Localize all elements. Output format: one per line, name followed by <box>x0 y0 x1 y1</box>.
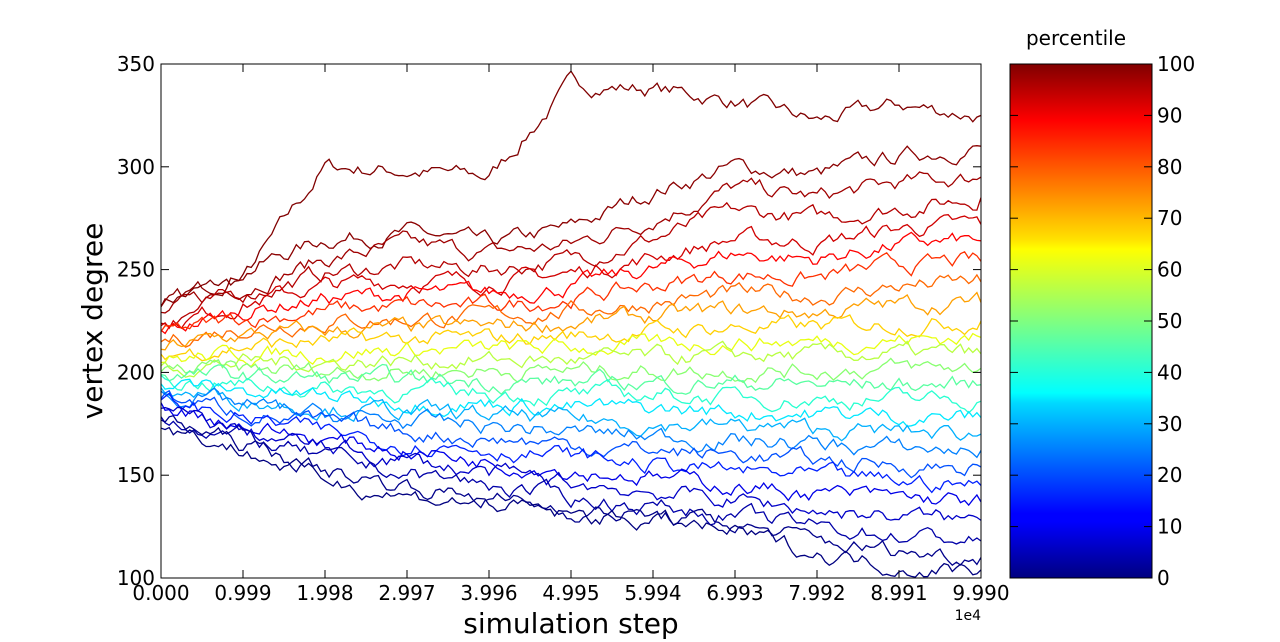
colorbar-tick-label: 40 <box>1157 360 1182 384</box>
series-layer <box>161 70 981 578</box>
series-line-p70 <box>161 314 981 362</box>
y-tick-label: 250 <box>117 258 155 282</box>
y-tick-label: 200 <box>117 360 155 384</box>
colorbar-axis: 0 10 20 30 40 50 60 70 80 90 100 <box>1010 52 1195 590</box>
x-tick-label: 4.995 <box>542 581 599 605</box>
colorbar-tick-label: 20 <box>1157 463 1182 487</box>
series-line-p75 <box>161 291 981 351</box>
y-axis: 100 150 200 250 300 350 <box>117 52 981 590</box>
series-line-p99 <box>161 145 981 308</box>
plot-area <box>161 64 981 578</box>
x-tick-label: 6.993 <box>706 581 763 605</box>
series-line-p92 <box>161 214 981 330</box>
x-tick-label: 5.994 <box>624 581 681 605</box>
colorbar-tick-label: 80 <box>1157 155 1182 179</box>
series-line-p60 <box>161 340 981 378</box>
series-line-p35 <box>161 386 981 442</box>
x-axis: 0.000 0.999 1.998 2.997 3.996 4.995 5.994 6.993… <box>132 64 1010 605</box>
colorbar-tick-label: 30 <box>1157 412 1182 436</box>
x-tick-label: 8.991 <box>870 581 927 605</box>
x-tick-label: 3.996 <box>460 581 517 605</box>
x-axis-label: simulation step <box>463 607 678 640</box>
series-line-p65 <box>161 332 981 368</box>
series-line-p15 <box>161 402 981 507</box>
series-line-p45 <box>161 374 981 414</box>
x-tick-label: 0.000 <box>132 581 189 605</box>
y-tick-label: 300 <box>117 155 155 179</box>
series-line-p25 <box>161 389 981 479</box>
colorbar-tick-label: 90 <box>1157 103 1182 127</box>
series-line-p2 <box>161 415 981 567</box>
y-tick-label: 100 <box>117 566 155 590</box>
series-line-p20 <box>161 392 981 494</box>
series-line-p80 <box>161 273 981 348</box>
series-line-p40 <box>161 378 981 427</box>
colorbar-tick-label: 10 <box>1157 515 1182 539</box>
colorbar-tick-label: 0 <box>1157 566 1170 590</box>
colorbar-tick-label: 100 <box>1157 52 1195 76</box>
x-tick-label: 2.997 <box>378 581 435 605</box>
series-line-p5 <box>161 416 981 545</box>
series-line-p55 <box>161 357 981 384</box>
y-tick-label: 150 <box>117 463 155 487</box>
series-line-p85 <box>161 250 981 332</box>
y-tick-label: 350 <box>117 52 155 76</box>
series-line-p0 <box>161 426 981 578</box>
x-tick-label: 7.992 <box>788 581 845 605</box>
series-line-p10 <box>161 406 981 521</box>
colorbar-tick-label: 50 <box>1157 309 1182 333</box>
colorbar <box>1009 63 1153 579</box>
x-tick-label: 1.998 <box>296 581 353 605</box>
colorbar-tick-label: 70 <box>1157 206 1182 230</box>
colorbar-title: percentile <box>1026 26 1126 50</box>
series-line-p50 <box>161 363 981 396</box>
series-line-p97 <box>161 171 981 314</box>
y-axis-label: vertex degree <box>76 223 109 420</box>
x-tick-label: 9.990 <box>952 581 1009 605</box>
x-tick-label: 0.999 <box>214 581 271 605</box>
series-line-p90 <box>161 231 981 335</box>
colorbar-tick-label: 60 <box>1157 258 1182 282</box>
x-axis-offset: 1e4 <box>955 608 982 624</box>
series-line-p95 <box>161 197 981 328</box>
